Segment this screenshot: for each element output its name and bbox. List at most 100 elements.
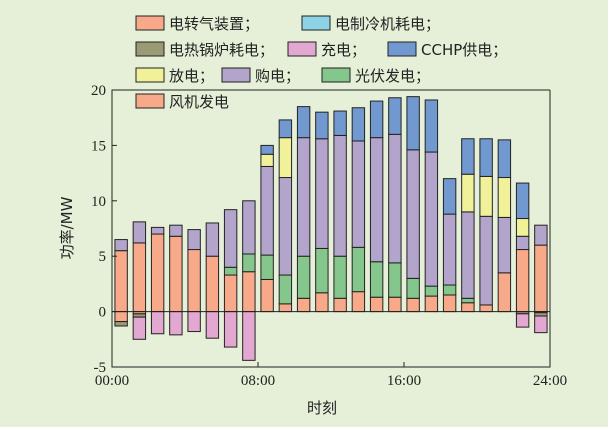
bar-segment [406, 277, 420, 299]
bar-segment [132, 221, 147, 244]
bar-segment [278, 119, 293, 139]
bar-segment [424, 285, 439, 297]
bar-segment [114, 311, 128, 323]
bar-segment [515, 218, 530, 237]
tick-labels: -5 0 5 10 15 20 00:00 08:00 16:00 24:00 [91, 83, 567, 389]
legend-label: CCHP供电； [421, 41, 507, 59]
bar-segment [315, 111, 329, 140]
legend-label: 购电； [255, 67, 300, 85]
legend-swatch [221, 67, 251, 83]
bar-segment [278, 177, 293, 276]
legend-label: 电转气装置； [169, 15, 259, 33]
bar-segment [333, 255, 347, 299]
bar-segment [242, 311, 256, 361]
y-axis-title: 功率/MW [58, 196, 76, 259]
bar-segment [497, 177, 512, 218]
bar-segment [150, 233, 165, 313]
bar-segment [278, 274, 293, 305]
bar-segment [534, 315, 548, 334]
bar-segment [315, 247, 329, 294]
bar-segment [187, 311, 201, 333]
bar-segment [515, 249, 530, 313]
x-tick-label: 24:00 [533, 373, 567, 389]
x-axis-title: 时刻 [307, 399, 337, 417]
bar-segment [132, 316, 147, 340]
bar-segment [369, 261, 384, 298]
bar-segment [388, 296, 402, 313]
bar-segment [260, 153, 274, 167]
bar-segment [534, 244, 548, 313]
bar-segment [296, 137, 311, 257]
bar-segment [479, 175, 493, 217]
bar-segment [278, 137, 293, 179]
bar-segment [205, 311, 220, 339]
axes [111, 89, 551, 368]
bar-segment [260, 165, 274, 256]
legend: 电转气装置； 电制冷机耗电； 电热锅炉耗电； 充电； CCHP供电； 放电； 购电； 光伏发电… [135, 15, 507, 111]
bar-segment [242, 200, 256, 255]
legend-swatch [135, 93, 165, 109]
legend-swatch [287, 41, 317, 57]
bar-segment [333, 297, 347, 313]
legend-label: 充电； [321, 41, 366, 59]
bar-segment [497, 272, 512, 313]
bar-segment [187, 249, 201, 313]
bar-segment [424, 295, 439, 313]
bar-segment [442, 213, 457, 286]
bar-segment [169, 235, 183, 313]
y-tick-label: -5 [94, 360, 107, 376]
bar-segment [205, 222, 220, 257]
bar-segment [169, 311, 183, 336]
legend-swatch [301, 15, 331, 31]
bar-segment [278, 303, 293, 313]
bar-segment [296, 297, 311, 313]
bar-segment [260, 278, 274, 313]
bar-segment [351, 140, 366, 248]
bar-segment [534, 224, 548, 246]
bar-segment [242, 271, 256, 313]
bar-segment [315, 292, 329, 313]
bar-segment [461, 173, 475, 213]
y-tick-label: 0 [99, 305, 107, 321]
legend-label: 电制冷机耗电； [335, 15, 440, 33]
bar-segment [369, 137, 384, 263]
legend-swatch [321, 67, 351, 83]
x-tick-label: 16:00 [387, 373, 421, 389]
bars [114, 96, 548, 361]
bar-segment [260, 254, 274, 280]
bar-segment [114, 239, 128, 252]
bar-segment [351, 291, 366, 313]
bar-segment [515, 313, 530, 328]
y-tick-label: 15 [91, 138, 106, 154]
bar-segment [223, 209, 238, 268]
legend-label: 光伏发电； [355, 67, 430, 85]
bar-segment [442, 294, 457, 313]
legend-label: 放电； [169, 67, 214, 85]
bar-segment [315, 138, 329, 249]
bar-segment [223, 266, 238, 276]
bar-segment [296, 106, 311, 139]
bar-segment [406, 96, 420, 151]
bar-segment [388, 97, 402, 135]
bar-segment [388, 262, 402, 298]
bar-segment [461, 302, 475, 313]
x-tick-label: 08:00 [241, 373, 275, 389]
bar-segment [369, 100, 384, 139]
legend-swatch [387, 41, 417, 57]
bar-segment [223, 311, 238, 348]
bar-segment [461, 297, 475, 304]
bar-segment [351, 246, 366, 293]
bar-segment [497, 216, 512, 274]
legend-swatch [135, 67, 165, 83]
bar-segment [479, 215, 493, 306]
y-tick-label: 20 [91, 83, 106, 99]
bar-segment [461, 211, 475, 299]
bar-segment [333, 134, 347, 257]
legend-swatch [135, 15, 165, 31]
bar-segment [223, 274, 238, 313]
bar-segment [333, 110, 347, 136]
bar-segment [424, 151, 439, 287]
bar-segment [187, 229, 201, 251]
